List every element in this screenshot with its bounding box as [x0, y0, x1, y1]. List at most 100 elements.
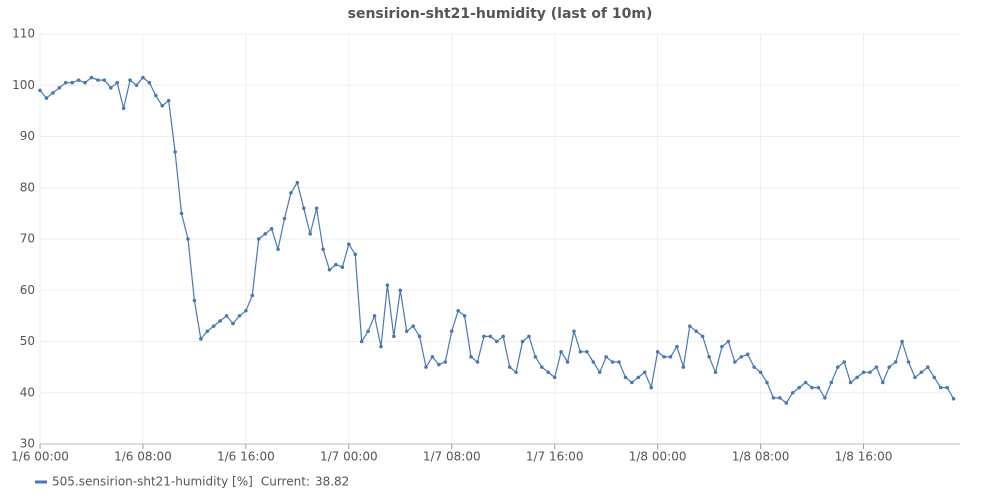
data-point: [424, 365, 428, 369]
data-point: [134, 83, 139, 88]
data-point: [462, 314, 467, 318]
data-point: [211, 324, 216, 328]
data-point: [295, 180, 300, 185]
data-point: [617, 360, 621, 364]
data-point: [900, 339, 904, 344]
series-line: [39, 76, 955, 404]
data-point: [835, 365, 840, 369]
data-point: [456, 308, 460, 313]
data-point: [430, 355, 435, 359]
data-point: [687, 324, 692, 328]
data-point: [655, 349, 660, 354]
data-point: [913, 375, 917, 380]
data-point: [192, 298, 197, 303]
data-point: [321, 247, 325, 252]
data-point: [404, 329, 409, 334]
data-point: [675, 344, 679, 349]
data-point: [372, 314, 377, 318]
data-point: [301, 206, 306, 211]
data-point: [778, 396, 782, 400]
x-tick-label: 1/8 08:00: [732, 450, 790, 464]
data-point: [874, 365, 879, 369]
data-point: [829, 380, 834, 385]
data-point: [823, 396, 827, 400]
data-point: [379, 344, 383, 349]
data-point: [810, 385, 814, 390]
data-point: [250, 293, 255, 298]
data-point: [758, 370, 763, 375]
data-point: [662, 355, 666, 359]
x-tick-label: 1/8 00:00: [629, 450, 687, 464]
data-point: [855, 375, 859, 380]
data-point: [707, 355, 711, 359]
data-point: [482, 334, 486, 339]
x-tick-label: 1/7 08:00: [423, 450, 481, 464]
data-point: [893, 360, 898, 364]
data-point: [38, 88, 42, 93]
data-point: [700, 334, 705, 339]
data-point: [237, 314, 242, 318]
data-point: [353, 252, 358, 257]
data-point: [842, 360, 846, 364]
data-point: [147, 80, 152, 85]
data-point: [488, 334, 493, 339]
data-point: [681, 365, 686, 369]
data-point: [186, 237, 190, 241]
data-point: [244, 308, 248, 313]
data-point: [938, 385, 943, 390]
data-point: [540, 365, 544, 369]
data-point: [475, 360, 480, 364]
y-tick-label: 40: [20, 385, 35, 399]
data-point: [392, 334, 396, 339]
data-point: [932, 375, 937, 380]
data-point: [507, 365, 512, 369]
data-point: [96, 78, 100, 82]
data-point: [578, 349, 583, 354]
x-tick-label: 1/6 08:00: [114, 450, 172, 464]
data-point: [816, 385, 821, 390]
data-point: [636, 375, 641, 380]
data-point: [765, 380, 769, 385]
data-point: [102, 78, 107, 82]
data-point: [108, 86, 113, 90]
current-label: Current:: [261, 475, 310, 489]
data-point: [494, 339, 499, 344]
data-point: [469, 355, 473, 359]
data-point: [224, 314, 229, 318]
data-point: [231, 321, 235, 326]
data-point: [83, 80, 87, 85]
data-point: [173, 150, 177, 154]
data-point: [630, 380, 634, 385]
y-tick-label: 100: [12, 78, 35, 92]
data-point: [906, 360, 911, 364]
y-tick-label: 60: [20, 283, 35, 297]
data-point: [868, 370, 872, 375]
data-point: [546, 370, 551, 375]
data-point: [623, 375, 628, 380]
data-point: [527, 334, 531, 339]
data-point: [585, 349, 589, 354]
x-tick-label: 1/8 16:00: [835, 450, 893, 464]
x-tick-label: 1/7 16:00: [526, 450, 584, 464]
data-point: [520, 339, 525, 344]
data-point: [154, 93, 158, 98]
data-point: [205, 329, 210, 334]
data-point: [57, 86, 62, 90]
data-point: [63, 80, 68, 85]
data-point: [739, 355, 744, 359]
data-point: [668, 355, 673, 359]
data-point: [887, 365, 892, 369]
data-point: [334, 262, 338, 267]
data-point: [411, 324, 415, 328]
data-point: [89, 75, 94, 80]
data-point: [803, 380, 808, 385]
data-point: [340, 265, 345, 269]
data-point: [790, 390, 795, 395]
data-point: [179, 211, 184, 216]
data-point: [160, 103, 165, 108]
data-point: [141, 75, 145, 80]
data-point: [848, 380, 853, 385]
data-point: [926, 365, 930, 369]
data-point: [733, 360, 737, 364]
